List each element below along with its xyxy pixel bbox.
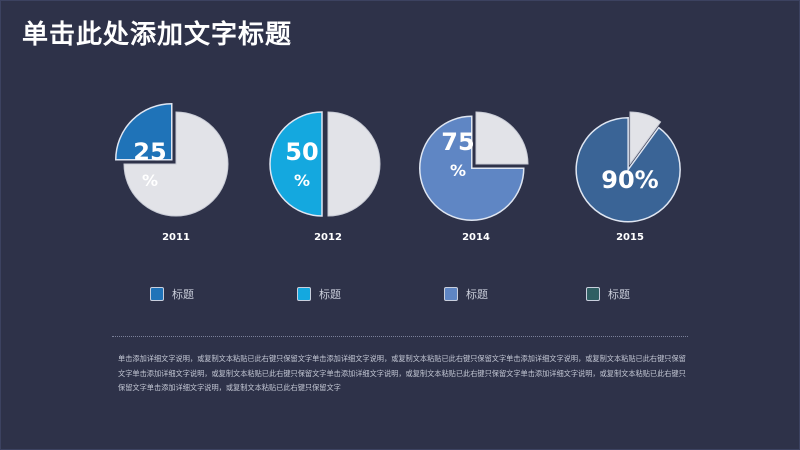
pie-slice-value (575, 116, 681, 223)
pie-slice-value (419, 115, 525, 221)
legend-swatch (444, 287, 458, 301)
year-label: 2014 (462, 232, 490, 243)
pie-value-label: 75 (441, 128, 474, 156)
legend-item: 标题 (150, 284, 194, 304)
pie-chart: 50% (269, 111, 381, 217)
legend-label: 标题 (172, 288, 194, 301)
legend-label: 标题 (466, 288, 488, 301)
pie-value-label: 90% (601, 166, 658, 194)
year-label: 2015 (616, 232, 644, 243)
pie-slice-remainder (327, 111, 381, 217)
pie-slice-value (269, 111, 323, 217)
legend-item: 标题 (586, 284, 630, 304)
year-label: 2011 (162, 232, 190, 243)
pie-chart: 75% (419, 111, 529, 221)
pie-unit-label: % (450, 161, 466, 180)
pie-slice-remainder (123, 111, 229, 217)
pie-unit-label: % (142, 171, 158, 190)
pie-chart: 25% (115, 103, 229, 217)
body-text: 单击添加详细文字说明，或复制文本粘贴已此右键只保留文字单击添加详细文字说明，或复… (118, 354, 686, 392)
divider (112, 336, 688, 337)
pie-value-label: 25 (133, 138, 166, 166)
legend-label: 标题 (608, 288, 630, 301)
pie-unit-label: % (294, 171, 310, 190)
slide-title: 单击此处添加文字标题 (22, 20, 293, 50)
pie-value-label: 50 (285, 138, 318, 166)
legend-swatch (150, 287, 164, 301)
year-label: 2012 (314, 232, 342, 243)
legend-item: 标题 (444, 284, 488, 304)
legend-label: 标题 (319, 288, 341, 301)
legend-item: 标题 (297, 284, 341, 304)
legend-swatch (297, 287, 311, 301)
legend-swatch (586, 287, 600, 301)
pie-chart: 90% (575, 111, 681, 223)
pie-slice-remainder (629, 111, 662, 166)
pie-slice-value (115, 103, 173, 161)
pie-slice-remainder (475, 111, 529, 165)
